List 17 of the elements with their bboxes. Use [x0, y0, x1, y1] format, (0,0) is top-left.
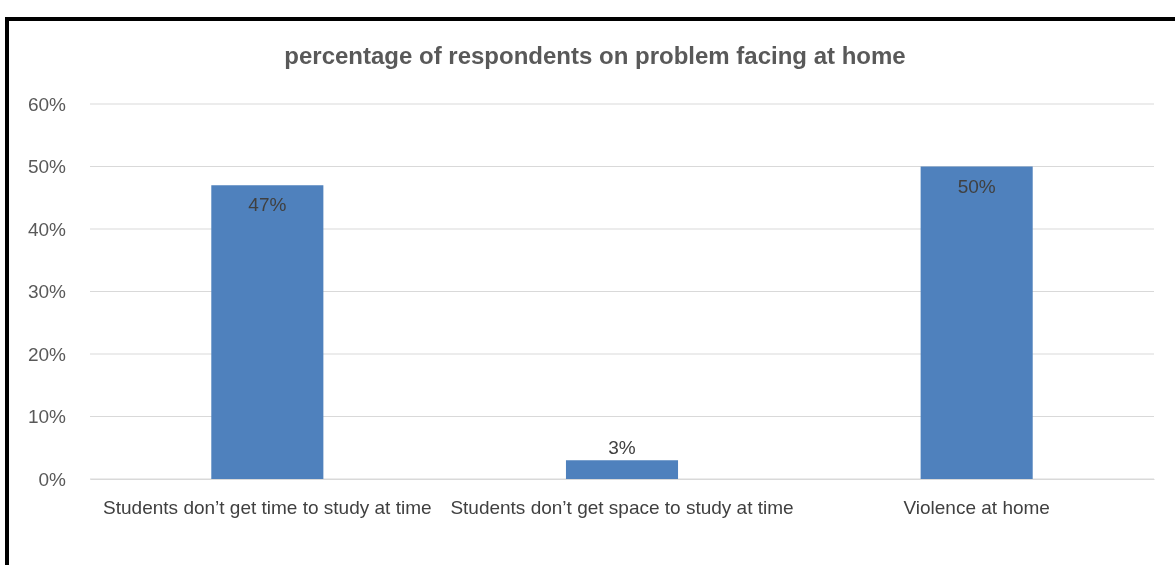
- bar: [920, 166, 1033, 479]
- x-tick-label: Students don’t get space to study at time: [450, 497, 794, 519]
- y-tick-label: 20%: [27, 343, 67, 365]
- y-tick-label: 0%: [38, 468, 67, 490]
- y-tick-label: 40%: [27, 218, 67, 240]
- x-tick-label: Students don’t get time to study at time: [103, 497, 432, 519]
- y-tick-label: 60%: [27, 93, 67, 115]
- y-tick-label: 50%: [27, 156, 67, 178]
- data-label: 3%: [608, 437, 636, 459]
- data-label: 50%: [957, 175, 996, 197]
- chart-title: percentage of respondents on problem facing at home: [284, 42, 906, 69]
- bar: [565, 460, 679, 479]
- bar: [211, 185, 324, 479]
- y-tick-label: 10%: [27, 406, 67, 428]
- data-label: 47%: [248, 194, 287, 216]
- y-tick-label: 30%: [27, 281, 67, 303]
- x-tick-label: Violence at home: [903, 497, 1050, 519]
